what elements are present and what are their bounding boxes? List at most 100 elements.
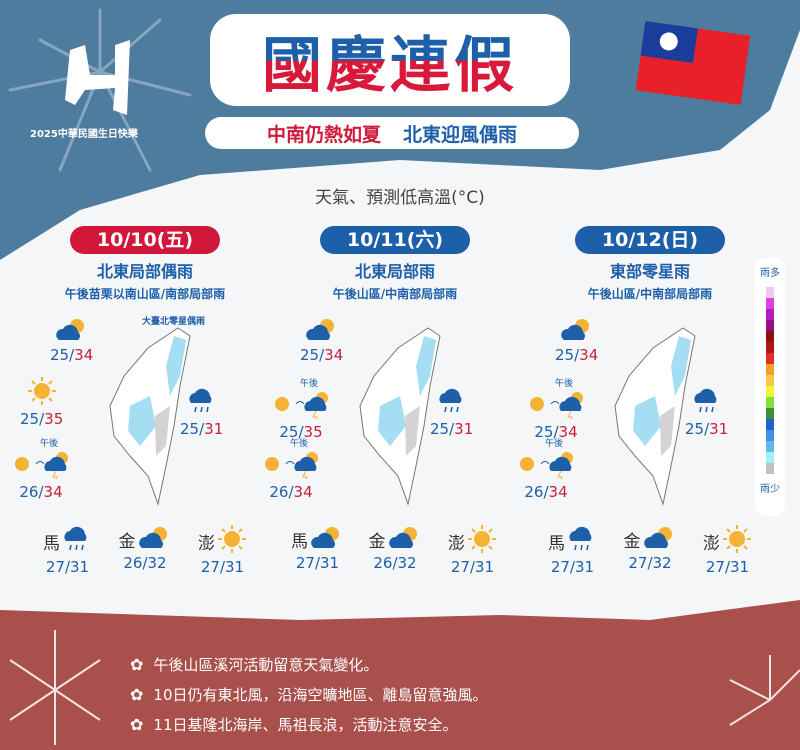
partly-cloudy-icon (643, 524, 677, 554)
subtitle-blue: 北東迎風偶雨 (403, 123, 518, 146)
island-forecast: 金 27/32 (613, 524, 688, 576)
taiwan-rain-map (109, 327, 191, 506)
day-subheadline: 午後山區/中南部局部雨 (587, 287, 713, 301)
plum-blossom-icon: ✿ (130, 715, 144, 734)
legend-bottom-label: 雨少 (760, 484, 780, 495)
partly-cloudy-icon (388, 524, 422, 554)
island-temp: 27/31 (705, 558, 750, 576)
tip-item: ✿ 午後山區溪河活動留意天氣變化。 (130, 650, 488, 680)
temperature: 25/35 (20, 410, 64, 428)
logo-114 (55, 30, 145, 120)
legend-swatch-9 (766, 386, 774, 397)
station-forecast-nw: 25/34 (555, 316, 598, 364)
island-forecast: 澎 27/31 (435, 524, 510, 576)
island-name: 澎 (198, 533, 215, 554)
rain-icon (180, 386, 223, 420)
island-temp: 27/31 (450, 558, 495, 576)
afternoon-label: 午後 (545, 439, 564, 449)
station-forecast-e: 25/31 (430, 386, 473, 438)
island-temp: 27/31 (550, 558, 595, 576)
sunny-then-thunder-icon (515, 449, 577, 483)
legend-swatch-16 (766, 463, 774, 474)
rain-icon (567, 524, 597, 558)
day-headline: 北東局部雨 (354, 262, 435, 281)
tips-list: ✿ 午後山區溪河活動留意天氣變化。 ✿ 10日仍有東北風，沿海空曠地區、離島留意強風。… (130, 650, 488, 740)
legend-swatch-13 (766, 430, 774, 441)
island-name: 馬 (43, 533, 60, 554)
temperature: 26/34 (524, 483, 568, 501)
station-forecast-sw: 午後 26/34 (260, 436, 322, 501)
sunny-icon (722, 524, 752, 558)
island-temp: 27/32 (628, 554, 672, 572)
station-forecast-w: 午後 25/34 (525, 376, 587, 441)
island-forecast: 馬 27/31 (535, 524, 610, 576)
island-name: 澎 (448, 533, 465, 554)
day-subheadline: 午後山區/中南部局部雨 (332, 287, 458, 301)
island-name: 金 (623, 531, 641, 552)
temperature: 26/34 (269, 483, 313, 501)
rainfall-legend: 雨多 雨少 (755, 258, 785, 516)
station-forecast-w: 25/35 (20, 376, 63, 428)
plum-blossom-icon: ✿ (130, 655, 144, 674)
station-forecast-w: 午後 25/35 (270, 376, 332, 441)
temperature: 25/31 (180, 420, 224, 438)
island-temp: 27/31 (200, 558, 245, 576)
taiwan-rain-map (614, 327, 696, 506)
tip-item: ✿ 11日基隆北海岸、馬祖長浪，活動注意安全。 (130, 710, 488, 740)
rain-icon (430, 386, 473, 420)
rain-icon (685, 386, 728, 420)
temperature: 25/35 (279, 423, 323, 441)
sunny-then-thunder-icon (10, 449, 72, 483)
afternoon-label: 午後 (40, 439, 59, 449)
partly-cloudy-icon (555, 316, 598, 346)
island-forecast: 馬 27/31 (280, 524, 355, 576)
sunny-then-thunder-icon (270, 389, 332, 423)
island-name: 金 (118, 531, 136, 552)
logo-caption: 2025中華民國生日快樂 (30, 129, 138, 140)
subtitle: 中南仍熱如夏 北東迎風偶雨 (205, 117, 579, 149)
outlying-islands: 馬 27/31 金 26/32 澎 27/31 (30, 524, 260, 576)
island-temp: 26/32 (123, 554, 167, 572)
date-pill: 10/10(五) (70, 226, 220, 254)
subtitle-red: 中南仍熱如夏 (266, 123, 381, 146)
temperature: 25/31 (430, 420, 474, 438)
station-forecast-e: 25/31 (685, 386, 728, 438)
map-note: 大臺北零星偶雨 (142, 317, 206, 327)
island-forecast: 金 26/32 (108, 524, 183, 576)
legend-swatch-1 (766, 298, 774, 309)
station-forecast-nw: 25/34 (50, 316, 93, 364)
island-forecast: 馬 27/31 (30, 524, 105, 576)
day-forecast-1: 10/11(六) 北東局部雨 午後山區/中南部局部雨 25/34 午後 25/3… (265, 226, 510, 596)
date-pill: 10/11(六) (320, 226, 470, 254)
plum-blossom-icon: ✿ (130, 685, 144, 704)
section-title: 天氣、預測低高溫(°C) (315, 188, 485, 208)
outlying-islands: 馬 27/31 金 26/32 澎 27/31 (280, 524, 510, 576)
temperature: 25/31 (685, 420, 729, 438)
island-temp: 27/31 (45, 558, 90, 576)
taiwan-rain-map (359, 327, 441, 506)
island-temp: 26/32 (373, 554, 417, 572)
sunny-then-thunder-icon (260, 449, 322, 483)
outlying-islands: 馬 27/31 金 27/32 澎 27/31 (535, 524, 765, 576)
legend-swatch-8 (766, 375, 774, 386)
tip-item: ✿ 10日仍有東北風，沿海空曠地區、離島留意強風。 (130, 680, 488, 710)
legend-top-label: 雨多 (760, 268, 780, 279)
afternoon-label: 午後 (290, 439, 309, 449)
island-name: 澎 (703, 533, 720, 554)
island-forecast: 澎 27/31 (185, 524, 260, 576)
legend-swatch-2 (766, 309, 774, 320)
station-forecast-e: 25/31 (180, 386, 223, 438)
legend-swatch-11 (766, 408, 774, 419)
partly-cloudy-icon (300, 316, 343, 346)
legend-swatch-7 (766, 364, 774, 375)
legend-swatch-15 (766, 452, 774, 463)
sunny-icon (20, 376, 63, 410)
station-forecast-sw: 午後 26/34 (515, 436, 577, 501)
temperature: 25/34 (300, 346, 344, 364)
legend-swatch-10 (766, 397, 774, 408)
day-headline: 北東局部偶雨 (96, 262, 193, 281)
legend-swatch-12 (766, 419, 774, 430)
page-title: 國慶連假 (210, 14, 570, 106)
station-forecast-sw: 午後 26/34 (10, 436, 72, 501)
taiwan-flag-icon (635, 20, 751, 106)
